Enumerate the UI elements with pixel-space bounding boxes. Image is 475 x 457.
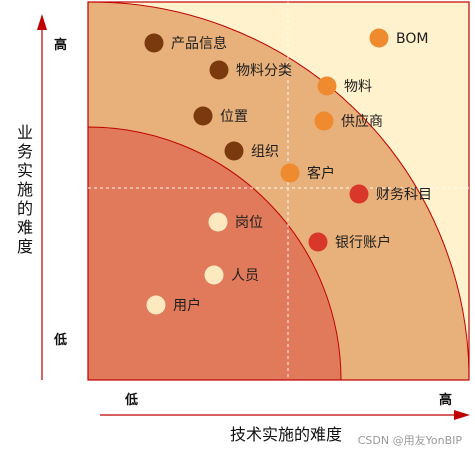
point-marker bbox=[208, 212, 228, 232]
y-axis-title-char: 业 bbox=[17, 123, 33, 142]
point-marker bbox=[146, 295, 166, 315]
point-label: 银行账户 bbox=[335, 234, 391, 251]
point-marker bbox=[209, 60, 229, 80]
inner-zone bbox=[87, 126, 342, 381]
point-1: 物料分类 bbox=[209, 60, 292, 80]
point-8: 财务科目 bbox=[349, 184, 432, 204]
y-axis-title-char: 实 bbox=[17, 161, 33, 180]
point-marker bbox=[224, 141, 244, 161]
point-0: 产品信息 bbox=[144, 33, 227, 53]
point-marker bbox=[280, 163, 300, 183]
point-marker bbox=[144, 33, 164, 53]
point-label: 用户 bbox=[173, 297, 201, 314]
point-marker bbox=[314, 111, 334, 131]
point-label: 产品信息 bbox=[171, 35, 227, 52]
plot-frame bbox=[87, 1, 470, 381]
y-axis-title-char: 施 bbox=[17, 180, 33, 199]
point-label: 岗位 bbox=[235, 215, 263, 231]
point-marker bbox=[369, 28, 389, 48]
x-axis-low-label: 低 bbox=[124, 392, 138, 408]
y-axis-high-label: 高 bbox=[54, 37, 67, 53]
point-4: BOM bbox=[369, 28, 428, 48]
y-axis-title-char: 的 bbox=[17, 199, 33, 218]
y-axis-title: 业务实施的难度 bbox=[17, 123, 33, 256]
point-10: 岗位 bbox=[208, 212, 263, 232]
point-marker bbox=[193, 106, 213, 126]
y-axis-title-char: 务 bbox=[17, 142, 33, 161]
point-marker bbox=[317, 76, 337, 96]
point-label: 位置 bbox=[220, 109, 248, 125]
point-label: 客户 bbox=[307, 165, 335, 182]
point-3: 组织 bbox=[224, 141, 279, 161]
point-9: 银行账户 bbox=[308, 232, 391, 252]
point-label: 人员 bbox=[231, 268, 259, 284]
point-6: 供应商 bbox=[314, 111, 383, 131]
point-11: 人员 bbox=[204, 265, 259, 285]
point-label: 供应商 bbox=[341, 113, 383, 130]
point-marker bbox=[204, 265, 224, 285]
point-label: 物料 bbox=[344, 79, 372, 95]
point-2: 位置 bbox=[193, 106, 248, 126]
point-12: 用户 bbox=[146, 295, 201, 315]
point-label: 物料分类 bbox=[236, 63, 292, 79]
point-5: 物料 bbox=[317, 76, 372, 96]
point-marker bbox=[308, 232, 328, 252]
x-axis-arrowhead bbox=[454, 410, 470, 420]
y-axis-title-char: 难 bbox=[17, 218, 33, 237]
point-label: BOM bbox=[396, 31, 428, 47]
y-axis-arrowhead bbox=[37, 14, 47, 30]
point-7: 客户 bbox=[280, 163, 335, 183]
x-axis-high-label: 高 bbox=[439, 392, 452, 408]
point-label: 组织 bbox=[251, 144, 279, 160]
y-axis-low-label: 低 bbox=[53, 332, 67, 348]
y-axis-title-char: 度 bbox=[17, 237, 33, 256]
x-axis-title: 技术实施的难度 bbox=[230, 425, 342, 444]
watermark: CSDN @用友YonBIP bbox=[358, 433, 463, 447]
point-label: 财务科目 bbox=[376, 187, 432, 203]
point-marker bbox=[349, 184, 369, 204]
outer-arc bbox=[87, 1, 470, 371]
